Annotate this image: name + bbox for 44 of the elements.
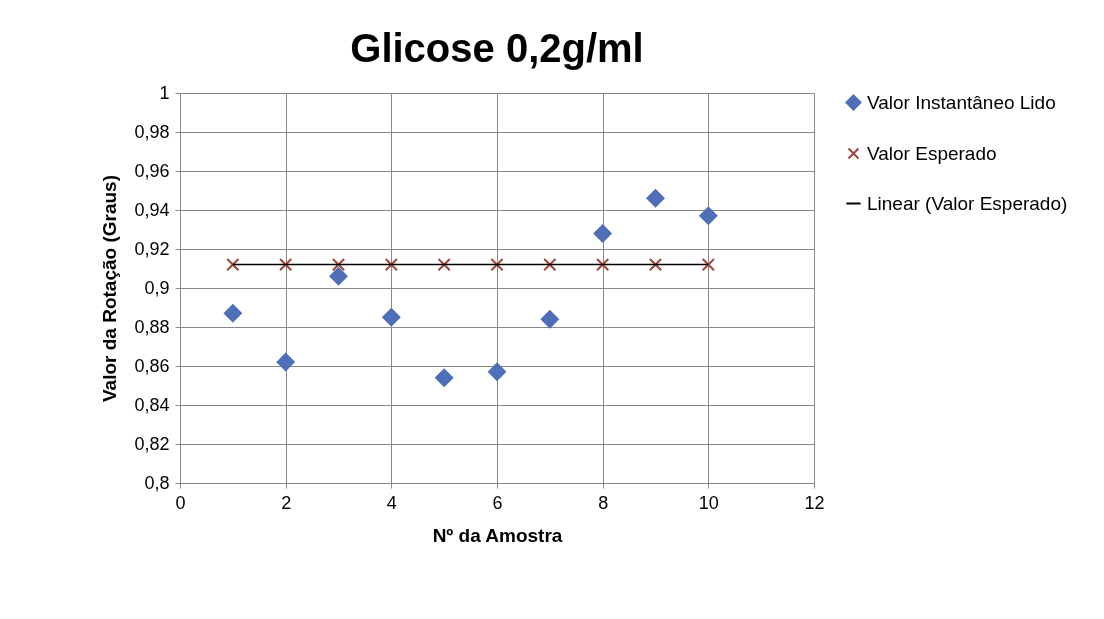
point xyxy=(437,257,451,272)
y-tick-label: 0,96 xyxy=(134,160,170,181)
x-tick-label: 8 xyxy=(598,492,609,513)
x-tick-label: 4 xyxy=(386,492,397,513)
point xyxy=(487,362,507,381)
x-axis-title: Nº da Amostra xyxy=(432,524,563,546)
y-tick-label: 0,84 xyxy=(134,394,170,415)
point xyxy=(226,257,240,272)
x-tick-label: 6 xyxy=(492,492,503,513)
point xyxy=(699,206,718,225)
chart-title: Glicose 0,2g/ml xyxy=(350,26,644,70)
point xyxy=(382,308,401,327)
x-tick-label: 10 xyxy=(698,492,719,513)
point xyxy=(646,189,665,208)
y-tick-label: 0,82 xyxy=(134,433,170,454)
y-tick-label: 0,98 xyxy=(134,121,170,142)
y-tick-label: 0,88 xyxy=(134,316,170,337)
point xyxy=(540,310,559,329)
y-tick-label: 0,94 xyxy=(134,199,170,220)
point xyxy=(701,257,715,272)
legend-label: Valor Esperado xyxy=(867,142,997,164)
y-axis-title: Valor da Rotação (Graus) xyxy=(99,174,121,403)
point xyxy=(331,257,346,272)
x-tick-label: 0 xyxy=(175,492,186,513)
y-tick-label: 0,9 xyxy=(144,277,170,298)
y-tick-label: 1 xyxy=(159,82,170,103)
legend-label: Linear (Valor Esperado) xyxy=(867,192,1068,214)
x-tick-label: 12 xyxy=(804,492,825,513)
point xyxy=(276,353,295,372)
point xyxy=(490,257,504,272)
point xyxy=(435,368,454,387)
point xyxy=(279,257,293,272)
point xyxy=(384,257,398,272)
point xyxy=(329,267,348,286)
y-tick-label: 0,8 xyxy=(144,472,170,493)
y-tick-label: 0,92 xyxy=(134,238,170,259)
point xyxy=(596,257,610,272)
y-tick-label: 0,86 xyxy=(134,355,170,376)
x-tick-label: 2 xyxy=(281,492,292,513)
point xyxy=(543,257,557,272)
point xyxy=(648,257,663,272)
legend-label: Valor Instantâneo Lido xyxy=(867,91,1056,113)
point xyxy=(593,224,612,243)
point xyxy=(223,304,242,323)
